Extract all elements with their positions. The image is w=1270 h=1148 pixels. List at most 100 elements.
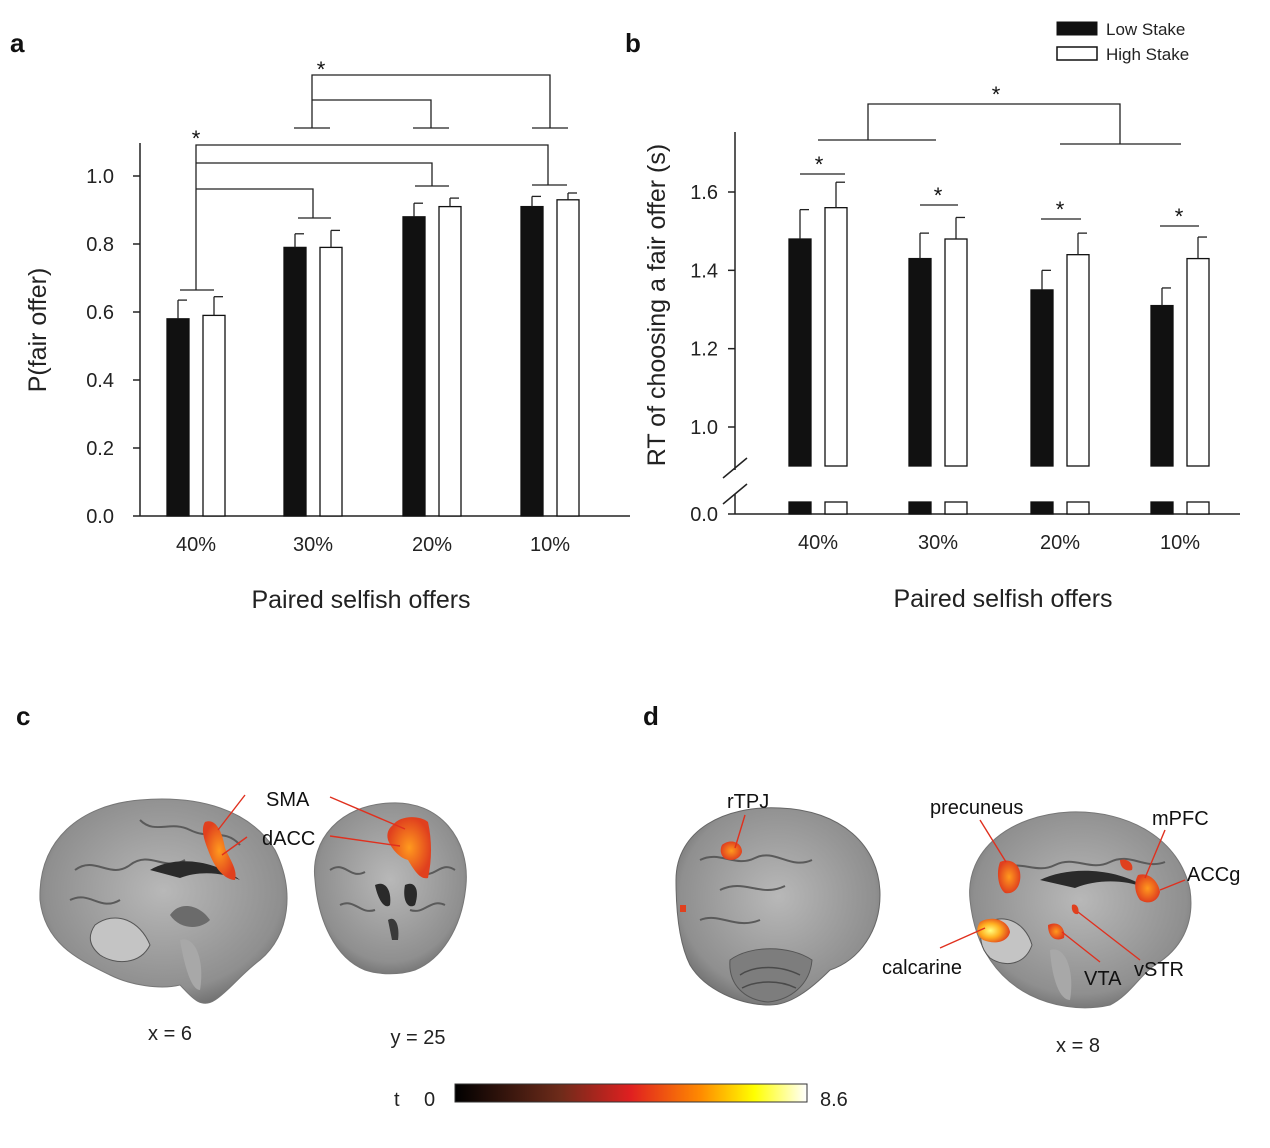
panel-label-b: b <box>625 28 641 58</box>
panel-label-d: d <box>643 701 659 731</box>
chart-b-ytick-label: 0.0 <box>690 504 718 526</box>
bracket-b-top <box>867 103 1121 144</box>
chart-b-y-label: RT of choosing a fair offer (s) <box>643 144 671 466</box>
leader-sma-coronal <box>329 796 406 830</box>
colorbar-max: 8.6 <box>820 1089 848 1111</box>
coronal-brain-image-c <box>313 802 467 975</box>
sagittal-brain-image-d <box>969 811 1192 1009</box>
legend-swatch-high <box>1056 46 1098 61</box>
chart-b-ytick-label: 1.4 <box>690 260 718 282</box>
chart-b-bar-base <box>1066 501 1090 515</box>
chart-b-bar <box>824 207 848 467</box>
panel-c-brain-images: SMA dACC x = 6 y = 25 <box>39 789 467 1049</box>
chart-a-xtick-label: 20% <box>412 534 452 556</box>
label-dacc: dACC <box>262 828 315 850</box>
axis-break-mark-lower <box>722 483 748 505</box>
chart-b-ytick-label: 1.2 <box>690 339 718 361</box>
label-rtpj: rTPJ <box>727 791 769 813</box>
chart-b-bar <box>908 257 932 467</box>
chart-b-bar-base <box>1150 501 1174 515</box>
label-sma: SMA <box>266 789 310 811</box>
coord-x8: x = 8 <box>1056 1035 1100 1057</box>
star-b-top: * <box>992 82 1001 107</box>
coord-x6: x = 6 <box>148 1023 192 1045</box>
colorbar-min: 0 <box>424 1089 435 1111</box>
star-b-30: * <box>934 183 943 208</box>
chart-b-significance-brackets <box>800 103 1199 227</box>
bracket-a-outer <box>195 144 549 290</box>
coord-y25: y = 25 <box>390 1027 445 1049</box>
chart-b-bar-base <box>908 501 932 515</box>
label-vta: VTA <box>1084 968 1122 990</box>
axis-break-mark-upper <box>722 457 748 479</box>
star-b-40: * <box>815 152 824 177</box>
chart-a-bar <box>283 246 307 517</box>
star-a-2: * <box>317 57 326 82</box>
chart-a-significance-brackets <box>180 74 568 291</box>
chart-b-xtick-label: 10% <box>1160 532 1200 554</box>
chart-a-bar <box>202 314 226 517</box>
leader-sma-sagittal <box>217 794 246 831</box>
chart-b-bar <box>1066 254 1090 467</box>
legend-label-low: Low Stake <box>1106 20 1185 39</box>
chart-a-bar <box>438 205 462 517</box>
panel-c-leader-lines <box>217 794 406 856</box>
panel-label-a: a <box>10 28 25 58</box>
chart-a-xtick-label: 30% <box>293 534 333 556</box>
sagittal-brain-image-c <box>39 798 288 1004</box>
chart-a-bar <box>556 199 580 517</box>
chart-a-ytick-label: 0.4 <box>86 370 114 392</box>
leader-dacc-coronal <box>329 835 401 847</box>
chart-a-xtick-label: 10% <box>530 534 570 556</box>
leader-accg <box>1159 879 1186 891</box>
chart-b-x-label: Paired selfish offers <box>893 585 1112 613</box>
chart-a-ytick-label: 0.2 <box>86 438 114 460</box>
legend-label-high: High Stake <box>1106 45 1189 64</box>
bracket-a-mid <box>196 162 433 186</box>
chart-b: 0.0 1.0 1.2 1.4 1.6 40% 30% 20% 10% * * * * * R… <box>643 82 1240 613</box>
panel-label-c: c <box>16 701 30 731</box>
chart-b-bar <box>788 238 812 467</box>
chart-a-ytick-label: 0.6 <box>86 302 114 324</box>
colorbar-label: t <box>394 1089 400 1111</box>
chart-b-bar <box>944 238 968 467</box>
chart-a-x-label: Paired selfish offers <box>251 586 470 614</box>
leader-rtpj <box>734 814 746 849</box>
colorbar-gradient <box>454 1083 808 1103</box>
chart-a-bar <box>166 318 190 517</box>
chart-b-xtick-label: 20% <box>1040 532 1080 554</box>
label-accg: ACCg <box>1187 864 1240 886</box>
leader-mpfc <box>1144 829 1166 879</box>
legend: Low Stake High Stake <box>1056 20 1189 64</box>
lateral-brain-image-d <box>675 807 881 1006</box>
chart-a: 0.0 0.2 0.4 0.6 0.8 1.0 40% 30% 20% 10% * * P(fa… <box>24 57 630 614</box>
bracket-a-top-inner <box>312 99 432 128</box>
chart-a-y-label: P(fair offer) <box>24 268 52 393</box>
chart-b-bar-base <box>1186 501 1210 515</box>
legend-swatch-low <box>1056 21 1098 36</box>
chart-b-bar <box>1186 257 1210 467</box>
chart-a-ytick-label: 1.0 <box>86 166 114 188</box>
star-b-20: * <box>1056 197 1065 222</box>
panel-d-leader-lines <box>734 814 1186 963</box>
panel-d-brain-images: rTPJ precuneus mPFC ACCg calcarine VTA v… <box>675 791 1240 1057</box>
bracket-a-inner <box>196 188 314 218</box>
leader-vstr <box>1077 911 1141 961</box>
chart-b-xtick-label: 30% <box>918 532 958 554</box>
label-mpfc: mPFC <box>1152 808 1209 830</box>
colorbar: t 0 8.6 <box>394 1083 848 1111</box>
chart-b-bar <box>1030 289 1054 467</box>
chart-b-bar-base <box>788 501 812 515</box>
label-vstr: vSTR <box>1134 959 1184 981</box>
chart-b-xtick-label: 40% <box>798 532 838 554</box>
leader-vta <box>1061 931 1101 963</box>
star-a-1: * <box>192 126 201 151</box>
label-precuneus: precuneus <box>930 797 1023 819</box>
chart-a-bar <box>319 246 343 517</box>
chart-b-bar-base <box>824 501 848 515</box>
chart-a-bar <box>402 216 426 517</box>
chart-b-bar-base <box>1030 501 1054 515</box>
leader-calcarine <box>939 927 986 949</box>
chart-b-bar-base <box>944 501 968 515</box>
